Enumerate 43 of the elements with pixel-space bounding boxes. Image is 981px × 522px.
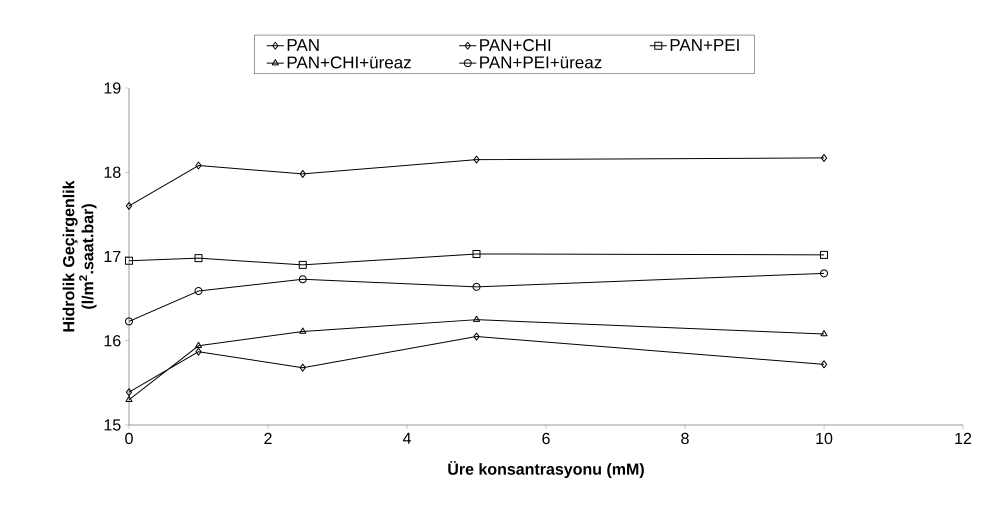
x-tick-label: 0	[125, 432, 133, 444]
point	[820, 330, 828, 336]
point	[473, 156, 480, 164]
x-tick-label: 12	[955, 432, 972, 444]
legend-label: PAN+PEI	[670, 39, 739, 51]
legend-label: PAN+CHI	[480, 39, 550, 52]
point	[820, 154, 828, 162]
legend-label: PAN	[288, 39, 319, 51]
point	[300, 170, 306, 178]
x-axis-title: Üre konsantrasyonu (mM)	[448, 461, 644, 478]
point	[820, 360, 828, 368]
y-tick-label: 15	[104, 419, 121, 431]
y-tick-label: 17	[104, 250, 120, 262]
point	[194, 287, 203, 296]
point	[472, 250, 481, 258]
point	[820, 269, 828, 278]
point	[125, 317, 133, 326]
legend-label: PAN+PEI+üreaz	[480, 56, 602, 68]
y-tick-label: 18	[104, 166, 121, 178]
point	[126, 388, 132, 396]
point	[298, 260, 307, 269]
point	[299, 327, 306, 334]
point	[194, 342, 202, 348]
point	[472, 282, 481, 291]
x-tick-label: 8	[681, 432, 689, 444]
point	[820, 250, 828, 259]
point	[300, 364, 306, 372]
point	[195, 348, 202, 356]
point	[194, 254, 203, 262]
point	[125, 256, 133, 265]
x-tick-label: 10	[816, 432, 832, 444]
point	[472, 316, 480, 322]
point	[298, 275, 307, 284]
y-tick-label: 19	[104, 82, 120, 94]
point	[126, 202, 132, 210]
legend-label: PAN+CHI+üreaz	[288, 56, 411, 68]
y-tick-label: 16	[104, 335, 120, 346]
x-tick-label: 4	[402, 432, 411, 444]
x-tick-label: 6	[542, 432, 550, 444]
x-tick-label: 2	[264, 432, 272, 444]
point	[125, 396, 133, 402]
point	[195, 162, 202, 170]
point	[473, 332, 480, 341]
